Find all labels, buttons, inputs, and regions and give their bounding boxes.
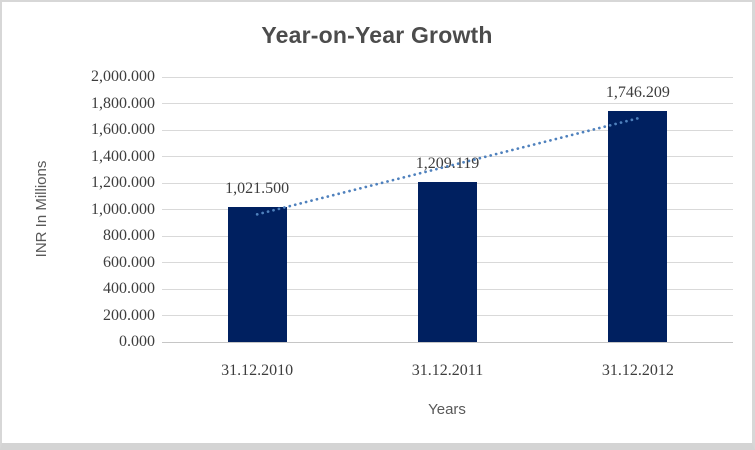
- bar: [608, 110, 668, 342]
- gridline: [162, 341, 733, 343]
- y-tick-label: 200.000: [103, 306, 155, 324]
- bar-value-label: 1,021.500: [225, 179, 290, 197]
- x-tick-label: 31.12.2011: [411, 362, 484, 379]
- bar-value-label: 1,746.209: [605, 83, 670, 101]
- gridline: [162, 103, 733, 104]
- y-tick-label: 1,600.000: [91, 121, 155, 138]
- y-tick-label: 400.000: [103, 280, 155, 297]
- y-tick-label: 1,200.000: [91, 174, 155, 191]
- y-tick-label: 600.000: [103, 253, 155, 271]
- y-tick-label: 1,400.000: [91, 147, 155, 165]
- bar: [227, 206, 287, 342]
- gridline: [162, 129, 733, 131]
- x-axis-title: Years: [428, 401, 466, 418]
- y-tick-label: 0.000: [119, 333, 155, 350]
- bar: [418, 181, 477, 342]
- y-tick-label: 1,800.000: [91, 94, 155, 112]
- chart-title: Year-on-Year Growth: [261, 22, 493, 48]
- x-tick-label: 31.12.2012: [601, 362, 674, 379]
- y-tick-label: 2,000.000: [91, 68, 155, 85]
- x-tick-label: 31.12.2010: [221, 362, 294, 379]
- trendline: [255, 116, 640, 216]
- gridline: [162, 156, 733, 157]
- y-tick-label: 800.000: [103, 227, 155, 244]
- y-tick-label: 1,000.000: [91, 200, 155, 218]
- gridline: [162, 76, 733, 78]
- bar-value-label: 1,209.119: [415, 154, 480, 172]
